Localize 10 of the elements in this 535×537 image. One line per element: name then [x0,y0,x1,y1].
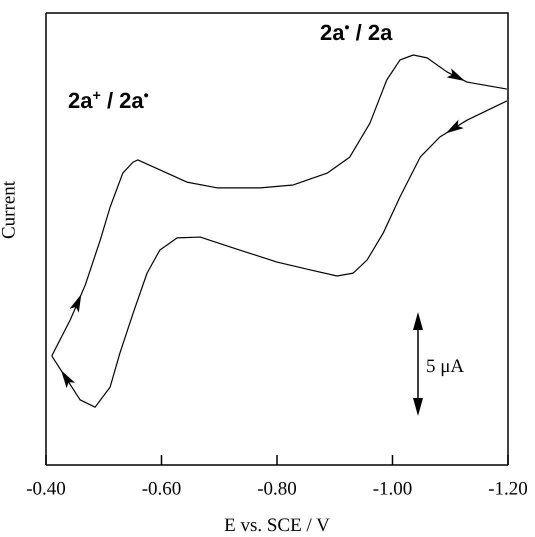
x-tick-label: -0.40 [26,478,66,500]
x-tick-label: -1.00 [372,478,412,500]
x-tick-label: -1.20 [488,478,528,500]
x-tick-label: -0.60 [142,478,182,500]
x-tick-label: -0.80 [257,478,297,500]
y-axis-title: Current [0,180,20,239]
x-axis-title: E vs. SCE / V [224,515,330,536]
text: 2a$^{•}$ / 2a [320,20,394,45]
annotation: 5 μA [426,356,464,377]
annotation: 2a$^{+}$ / 2a$^{•}$ [68,88,149,113]
